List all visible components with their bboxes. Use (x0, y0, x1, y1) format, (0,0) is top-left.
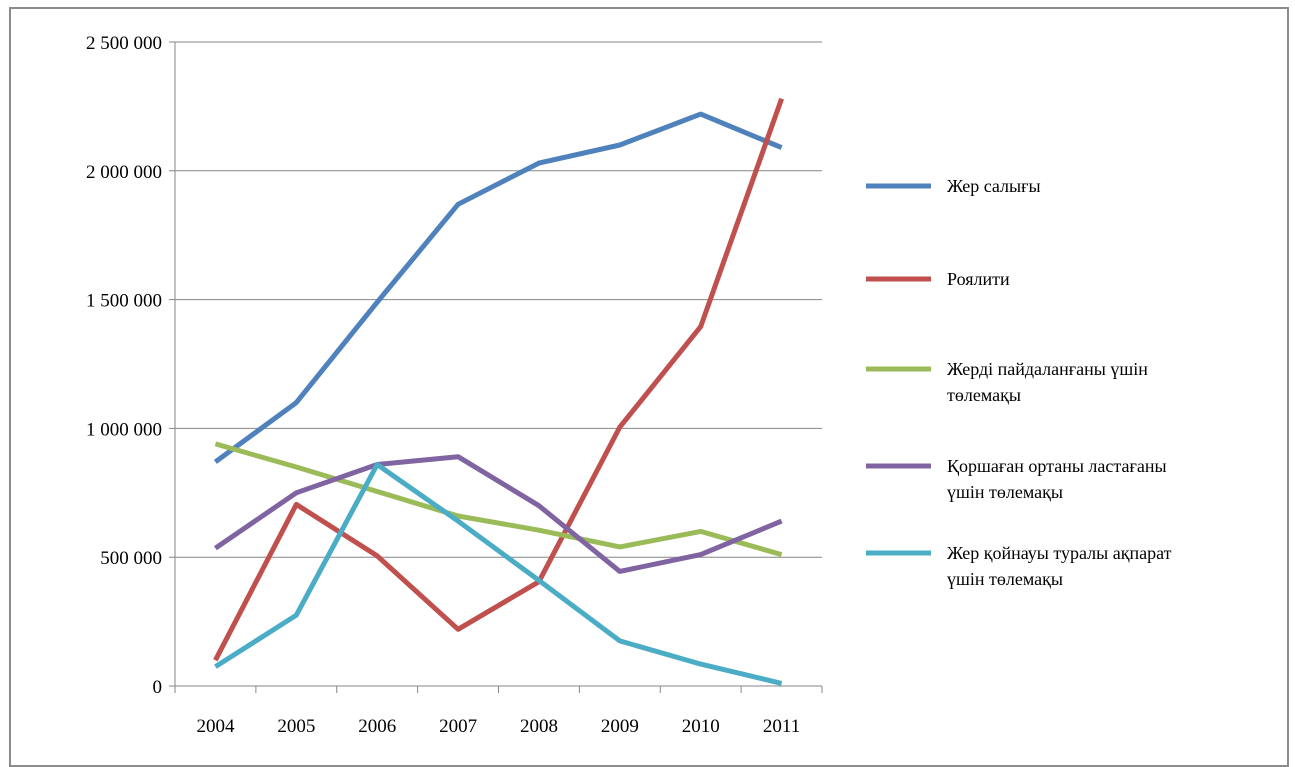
y-tick-label: 2 500 000 (86, 33, 162, 54)
legend-label: Қоршаған ортаны ластағаны (947, 456, 1167, 476)
y-tick-label: 1 500 000 (86, 291, 162, 312)
x-tick-label: 2004 (196, 716, 235, 737)
series-lines (213, 97, 784, 686)
x-tick-label: 2009 (601, 716, 639, 737)
y-tick-label: 2 000 000 (86, 162, 162, 183)
x-tick-label: 2007 (439, 716, 477, 737)
axes (174, 42, 822, 687)
x-tick-label: 2005 (277, 716, 315, 737)
x-axis-ticks: 2004 2005 2006 2007 2008 2009 2010 2011 (174, 686, 823, 737)
legend: Жер салығы Роялити Жерді пайдаланғаны үшін… (866, 176, 1172, 589)
legend-label: Жерді пайдаланғаны үшін (947, 359, 1148, 379)
x-tick-label: 2008 (520, 716, 558, 737)
series-line (214, 462, 783, 686)
legend-label: үшін төлемақы (947, 482, 1063, 502)
legend-label: Жер салығы (947, 176, 1041, 196)
series-line (214, 441, 783, 558)
x-tick-label: 2006 (358, 716, 396, 737)
x-tick-label: 2011 (763, 716, 800, 737)
series-line (213, 454, 783, 574)
y-tick-label: 0 (153, 677, 163, 698)
x-tick-label: 2010 (682, 716, 720, 737)
y-axis-ticks: 0 500 000 1 000 000 1 500 000 2 000 000 2 500… (86, 33, 175, 698)
legend-label: төлемақы (947, 385, 1021, 405)
legend-label: Роялити (947, 269, 1010, 289)
legend-label: Жер қойнауы туралы ақпарат (947, 543, 1172, 563)
gridlines (175, 41, 822, 558)
series-line (213, 97, 784, 662)
y-tick-label: 1 000 000 (86, 419, 162, 440)
legend-label: үшін төлемақы (947, 569, 1063, 589)
y-tick-label: 500 000 (100, 548, 162, 569)
series-line (213, 111, 783, 464)
